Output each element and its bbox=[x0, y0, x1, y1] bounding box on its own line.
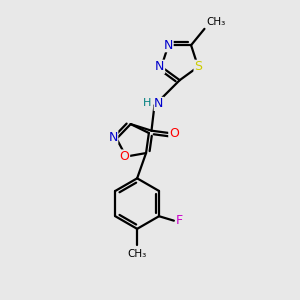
Text: H: H bbox=[143, 98, 151, 108]
Text: O: O bbox=[120, 150, 130, 163]
Text: CH₃: CH₃ bbox=[128, 249, 147, 259]
Text: N: N bbox=[164, 39, 173, 52]
Text: O: O bbox=[169, 127, 179, 140]
Text: F: F bbox=[176, 214, 183, 227]
Text: CH₃: CH₃ bbox=[206, 17, 225, 27]
Text: N: N bbox=[154, 98, 164, 110]
Text: N: N bbox=[155, 60, 164, 73]
Text: N: N bbox=[108, 131, 118, 144]
Text: S: S bbox=[194, 60, 202, 73]
